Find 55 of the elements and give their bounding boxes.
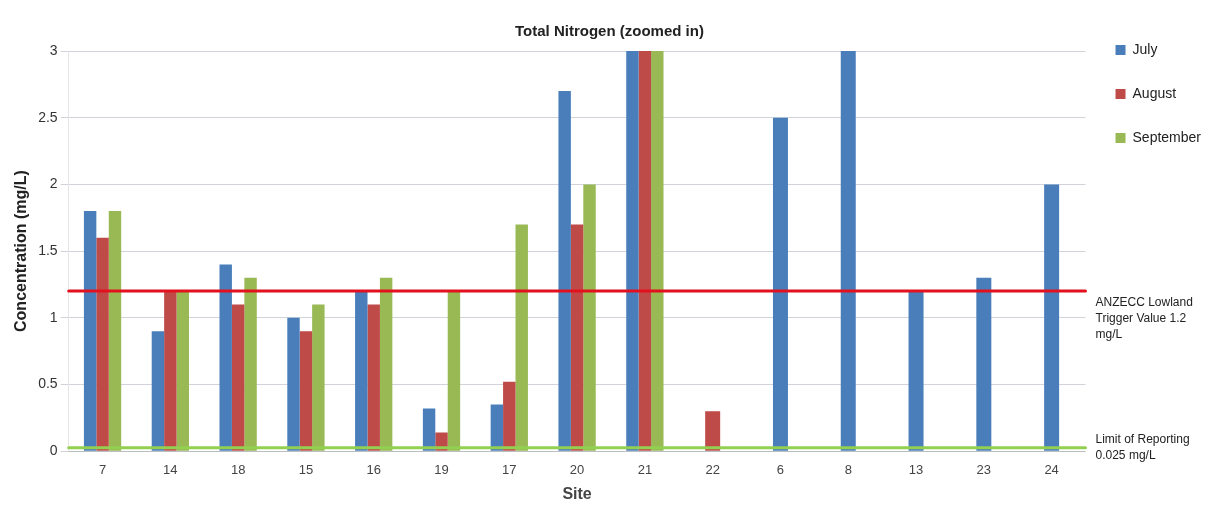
ref-line-label: ANZECC Lowland Trigger Value 1.2 mg/L: [1095, 295, 1193, 342]
bar: [244, 277, 257, 451]
bar: [447, 291, 461, 451]
x-tick-label: 13: [908, 461, 924, 477]
y-tick-label: 1.5: [38, 241, 58, 258]
bar: [515, 224, 528, 451]
x-tick-label: 19: [434, 461, 449, 477]
bar: [96, 237, 109, 451]
x-tick-label: 8: [844, 461, 852, 477]
x-tick-label: 20: [569, 461, 585, 477]
y-tick-label: 2: [49, 175, 58, 192]
bar: [583, 184, 596, 451]
y-tick-label: 0: [49, 442, 58, 459]
bar: [651, 51, 664, 451]
chart-title: Total Nitrogen (zoomed in): [515, 22, 704, 40]
x-tick-label: 22: [705, 461, 720, 477]
x-tick-label: 23: [976, 461, 992, 477]
legend-label: August: [1132, 84, 1177, 101]
y-tick-label: 2.5: [38, 108, 58, 125]
legend-label: September: [1132, 128, 1202, 145]
bar: [626, 51, 639, 451]
bar: [312, 304, 325, 451]
bar: [367, 304, 380, 451]
bar: [490, 404, 504, 451]
x-tick-label: 15: [298, 461, 314, 477]
bar: [176, 291, 189, 451]
y-tick-label: 3: [49, 41, 58, 58]
bar: [108, 211, 122, 451]
bar: [164, 291, 177, 451]
bar: [231, 304, 245, 451]
bar: [379, 277, 393, 451]
y-tick-label: 1: [49, 308, 58, 325]
bar: [638, 51, 652, 451]
bar: [151, 331, 165, 451]
bar: [83, 211, 97, 451]
bar: [299, 331, 313, 451]
x-tick-label: 16: [366, 461, 381, 477]
x-tick-label: 7: [98, 461, 107, 477]
bar: [570, 224, 584, 451]
ref-line-label: Limit of Reporting 0.025 mg/L: [1095, 432, 1190, 463]
x-tick-label: 17: [502, 461, 517, 477]
x-tick-label: 18: [230, 461, 246, 477]
y-axis-title: Concentration (mg/L): [12, 170, 30, 332]
legend-label: July: [1132, 40, 1158, 57]
bar: [503, 381, 516, 451]
bar: [355, 291, 368, 451]
x-tick-label: 6: [776, 461, 785, 477]
bar: [219, 264, 232, 451]
y-tick-label: 0.5: [38, 375, 58, 392]
x-tick-label: 21: [637, 461, 653, 477]
x-tick-label: 24: [1044, 461, 1059, 477]
x-axis-title: Site: [562, 484, 592, 502]
x-tick-label: 14: [163, 461, 178, 477]
bar: [287, 317, 300, 451]
bar: [558, 91, 571, 451]
